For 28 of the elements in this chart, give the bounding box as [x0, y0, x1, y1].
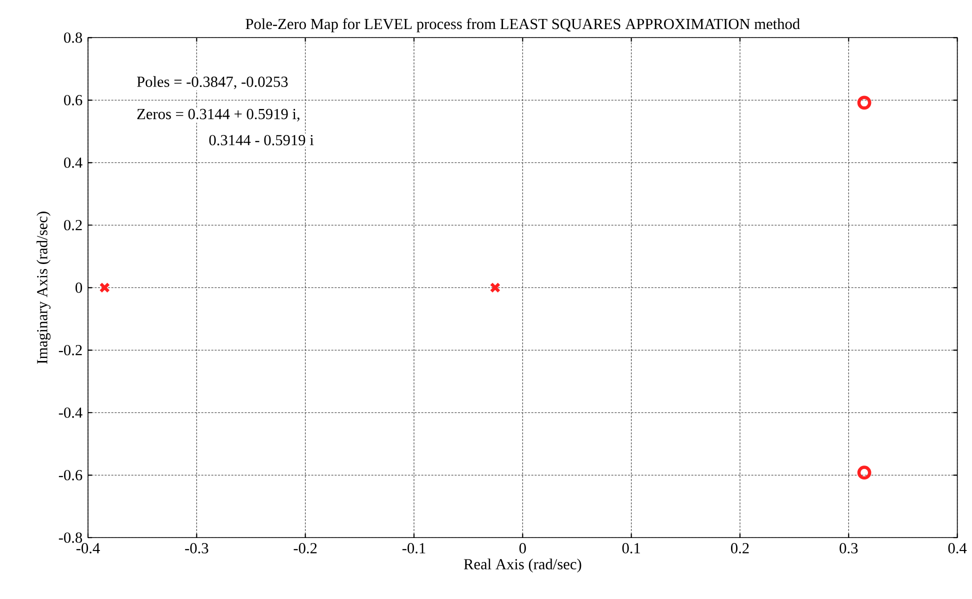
x-tick-label: 0	[519, 543, 526, 554]
y-tick-label: 0.6	[64, 94, 82, 106]
point	[857, 96, 872, 110]
y-tick-label: -0.4	[58, 407, 82, 418]
annotation: Poles = -0.3847, -0.0253	[136, 76, 288, 90]
y-tick-label: 0.2	[64, 220, 82, 230]
y-tick-label: 0.8	[64, 32, 82, 43]
x-tick-label: -0.1	[402, 543, 426, 554]
point	[99, 282, 110, 294]
chart-title: Pole-Zero Map for LEVEL process from LEAST SQUARES APPROXIMATION method	[246, 18, 800, 32]
y-tick-label: -0.2	[58, 344, 82, 356]
y-tick-label: -0.8	[58, 532, 82, 543]
y-tick-label: 0	[76, 282, 82, 293]
y-axis-title: Imaginary Axis (rad/sec)	[36, 212, 51, 364]
x-tick-label: -0.4	[76, 543, 100, 554]
annotation: Zeros = 0.3144 + 0.5919 i,	[137, 108, 300, 122]
annotation: 0.3144 - 0.5919 i	[209, 134, 314, 146]
y-tick-label: -0.6	[58, 470, 82, 480]
x-tick-label: 0.4	[948, 543, 967, 554]
x-tick-label: 0.2	[730, 543, 749, 554]
x-tick-label: 0.3	[840, 543, 858, 554]
x-tick-label: -0.2	[294, 543, 317, 554]
x-tick-label: 0.1	[622, 543, 640, 554]
x-tick-label: -0.3	[185, 543, 208, 554]
point	[490, 282, 501, 294]
point	[857, 466, 872, 480]
x-axis-title: Real Axis (rad/sec)	[464, 558, 582, 572]
y-tick-label: 0.4	[64, 157, 82, 168]
